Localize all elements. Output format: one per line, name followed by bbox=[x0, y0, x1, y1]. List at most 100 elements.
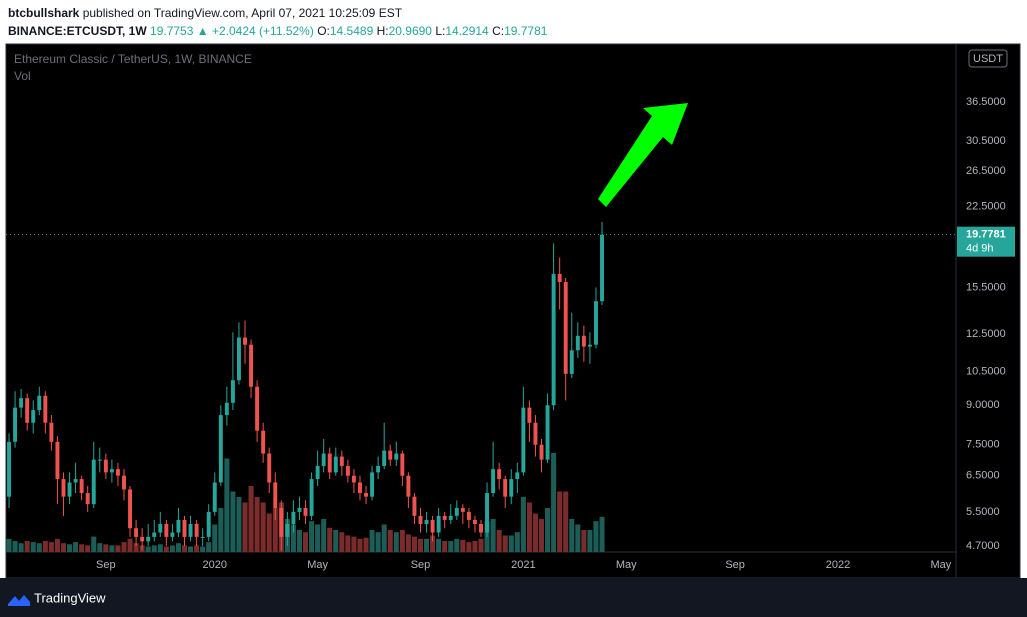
y-tick-label: 36.5000 bbox=[966, 96, 1006, 108]
volume-bar bbox=[151, 545, 157, 552]
volume-bar bbox=[18, 543, 24, 552]
chart-background bbox=[5, 43, 1021, 579]
y-tick-label: 9.0000 bbox=[966, 399, 1000, 411]
volume-bar bbox=[532, 513, 538, 552]
candle-body bbox=[436, 515, 441, 533]
volume-bar bbox=[54, 538, 60, 552]
header: btcbullshark published on TradingView.co… bbox=[8, 4, 547, 40]
volume-bar bbox=[575, 524, 581, 552]
y-tick-label: 7.5000 bbox=[966, 439, 1000, 451]
candle-body bbox=[73, 479, 78, 483]
volume-bar bbox=[405, 534, 411, 552]
candle-body bbox=[600, 234, 604, 302]
candle-body bbox=[91, 459, 96, 505]
plot-area bbox=[6, 222, 956, 552]
volume-bar bbox=[357, 538, 363, 552]
ohlc-value: 19.7781 bbox=[504, 24, 548, 38]
candle-body bbox=[491, 469, 496, 494]
candle-body bbox=[364, 493, 368, 497]
x-tick-label: Sep bbox=[96, 559, 116, 571]
candle-body bbox=[539, 444, 544, 460]
volume-bar bbox=[133, 543, 139, 552]
candle-body bbox=[25, 398, 30, 423]
volume-bar bbox=[145, 546, 151, 552]
volume-bar bbox=[363, 537, 369, 552]
volume-bar bbox=[67, 544, 73, 552]
volume-bar bbox=[309, 521, 315, 552]
candle-body bbox=[309, 479, 314, 516]
candle-body bbox=[236, 337, 241, 381]
candle-body bbox=[430, 519, 435, 533]
symbol: BINANCE:ETCUSDT, 1W bbox=[8, 24, 147, 38]
candle-body bbox=[497, 469, 502, 480]
volume-bar bbox=[430, 535, 436, 552]
annotation-arrow bbox=[598, 103, 688, 207]
footer-background bbox=[0, 578, 1027, 617]
candle-body bbox=[527, 407, 532, 423]
candle-body bbox=[575, 335, 580, 351]
volume-bar bbox=[224, 458, 230, 552]
candle-body bbox=[134, 528, 139, 537]
candle-body bbox=[394, 453, 399, 460]
volume-bar bbox=[375, 532, 381, 552]
volume-bar bbox=[478, 538, 484, 552]
volume-bar bbox=[466, 542, 472, 552]
candle-body bbox=[503, 479, 508, 497]
volume-bar bbox=[436, 538, 442, 552]
candle-body bbox=[321, 453, 326, 466]
volume-bar bbox=[593, 521, 599, 552]
candle-body bbox=[339, 456, 344, 466]
x-tick-label: 2022 bbox=[826, 559, 850, 571]
volume-bar bbox=[36, 543, 42, 552]
ohlc-label: H: bbox=[376, 24, 389, 38]
volume-bar bbox=[448, 541, 454, 552]
header-line-2: BINANCE:ETCUSDT, 1W 19.7753 ▲ +2.0424 (+… bbox=[8, 22, 547, 40]
volume-bar bbox=[551, 453, 557, 552]
volume-bar bbox=[339, 532, 345, 552]
x-tick-label: 2020 bbox=[203, 559, 227, 571]
candle-body bbox=[327, 453, 332, 473]
author: btcbullshark bbox=[8, 6, 80, 20]
candle-body bbox=[297, 507, 302, 512]
candle-body bbox=[551, 273, 556, 406]
volume-bar bbox=[369, 530, 375, 552]
volume-bar bbox=[496, 530, 502, 552]
volume-bar bbox=[97, 543, 103, 552]
y-tick-label: 5.5000 bbox=[966, 506, 1000, 518]
candle-body bbox=[170, 532, 175, 537]
candle-body bbox=[388, 450, 393, 460]
volume-bar bbox=[472, 541, 478, 552]
candle-body bbox=[448, 515, 453, 520]
volume-bar bbox=[260, 502, 266, 552]
volume-bar bbox=[514, 532, 520, 552]
candle-body bbox=[315, 465, 320, 480]
volume-bar bbox=[411, 536, 417, 552]
candle-body bbox=[7, 441, 11, 497]
candle-body bbox=[19, 398, 24, 408]
volume-bar bbox=[48, 542, 54, 552]
volume-bar bbox=[460, 539, 466, 552]
volume-bar bbox=[545, 508, 551, 552]
ohlc-value: 14.5489 bbox=[329, 24, 374, 38]
volume-bar bbox=[200, 546, 206, 552]
candle-body bbox=[267, 453, 272, 483]
footer-logo: TradingView bbox=[8, 590, 106, 606]
candle-body bbox=[249, 344, 254, 387]
candle-body bbox=[303, 507, 308, 516]
volume-bar bbox=[321, 519, 327, 552]
x-tick-label: May bbox=[930, 559, 951, 571]
candle-body bbox=[400, 453, 405, 476]
y-tick-label: 26.5000 bbox=[966, 165, 1006, 177]
candle-body bbox=[224, 402, 229, 416]
candle-body bbox=[85, 493, 90, 505]
volume-bar bbox=[272, 508, 278, 552]
candle-body bbox=[333, 456, 338, 473]
volume-bar bbox=[79, 544, 85, 552]
candle-body bbox=[243, 337, 247, 345]
candle-body bbox=[194, 524, 199, 537]
candle-body bbox=[412, 496, 417, 516]
candle-body bbox=[49, 422, 54, 442]
volume-bar bbox=[181, 545, 188, 552]
candle-body bbox=[521, 407, 526, 473]
volume-bar bbox=[109, 545, 115, 552]
